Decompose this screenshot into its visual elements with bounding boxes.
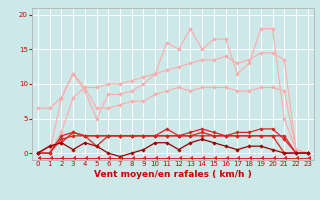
X-axis label: Vent moyen/en rafales ( km/h ): Vent moyen/en rafales ( km/h ) <box>94 170 252 179</box>
